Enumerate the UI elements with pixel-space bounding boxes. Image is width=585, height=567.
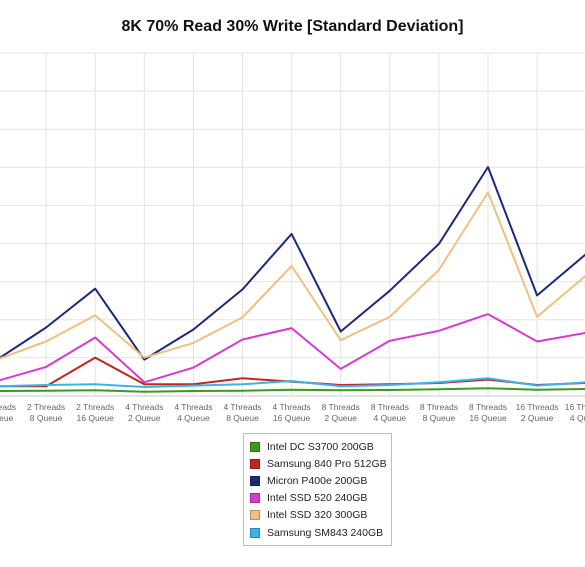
grid-lines: [0, 52, 585, 397]
x-tick-label: 8 Threads 8 Queue: [420, 402, 458, 423]
series-lines: [0, 166, 585, 393]
series-line-3: [0, 166, 585, 361]
series-line-4: [0, 313, 585, 384]
legend-label: Intel SSD 520 240GB: [267, 492, 368, 505]
x-tick-label: 8 Threads 16 Queue: [469, 402, 507, 423]
x-tick-label: 16 Threads 2 Queue: [516, 402, 559, 423]
x-tick-label: 8 Threads 2 Queue: [322, 402, 360, 423]
series-line-1: [0, 387, 585, 393]
legend-item: Samsung SM843 240GB: [244, 524, 391, 541]
x-tick-label: 4 Threads 2 Queue: [125, 402, 163, 423]
legend-item: Samsung 840 Pro 512GB: [244, 455, 391, 472]
legend-swatch: [250, 510, 260, 521]
x-tick-label: 2 Threads 16 Queue: [76, 402, 114, 423]
legend-swatch: [250, 458, 260, 469]
legend-label: Micron P400e 200GB: [267, 474, 368, 487]
legend-item: Micron P400e 200GB: [244, 472, 391, 489]
legend-label: Samsung 840 Pro 512GB: [267, 457, 387, 470]
legend: Intel DC S3700 200GB Samsung 840 Pro 512G…: [243, 433, 392, 546]
legend-item: Intel SSD 520 240GB: [244, 490, 391, 507]
legend-swatch: [250, 493, 260, 504]
series-line-6: [0, 377, 585, 388]
legend-label: Intel SSD 320 300GB: [267, 509, 368, 522]
legend-swatch: [250, 441, 260, 452]
legend-swatch: [250, 527, 260, 538]
x-tick-label: 4 Threads 4 Queue: [174, 402, 212, 423]
x-tick-label: 4 Threads 16 Queue: [273, 402, 311, 423]
legend-item: Intel SSD 320 300GB: [244, 507, 391, 524]
x-tick-label: 4 Threads 8 Queue: [223, 402, 261, 423]
legend-swatch: [250, 475, 260, 486]
x-tick-label: 8 Threads 4 Queue: [371, 402, 409, 423]
legend-label: Samsung SM843 240GB: [267, 526, 384, 539]
x-tick-label: 2 Threads 8 Queue: [27, 402, 65, 423]
chart-title: 8K 70% Read 30% Write [Standard Deviatio…: [121, 18, 464, 35]
legend-label: Intel DC S3700 200GB: [267, 440, 374, 453]
legend-item: Intel DC S3700 200GB: [244, 438, 391, 455]
series-line-5: [0, 191, 585, 360]
